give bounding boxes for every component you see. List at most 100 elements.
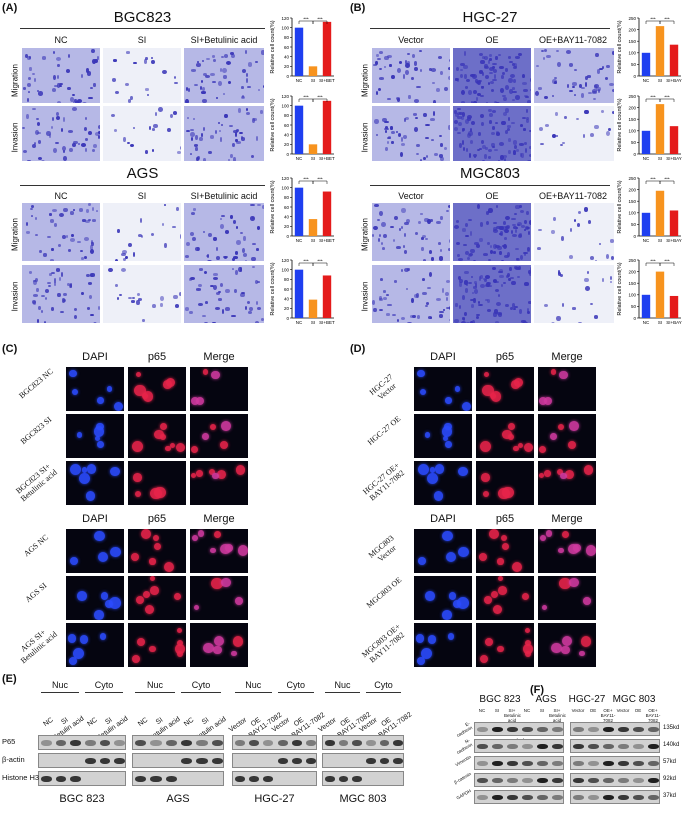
- panel-c-col-p65: p65: [147, 513, 167, 525]
- y-tick-label: 20: [284, 306, 290, 311]
- significance-stars: ***: [664, 177, 670, 182]
- blot-strip--actin: [322, 753, 404, 768]
- band: [249, 740, 260, 746]
- blot-strip: [570, 756, 660, 770]
- blot-strip-p65: [322, 735, 404, 750]
- panel-b-micrograph: [453, 106, 531, 161]
- band: [573, 761, 584, 766]
- band: [507, 778, 518, 783]
- significance-stars: ***: [303, 95, 309, 100]
- fraction-underline: [235, 692, 272, 693]
- panel-d-row-label: MGC803 OE+ BAY11-7082: [360, 621, 407, 665]
- panel-d-fluorescence-image: [476, 367, 534, 411]
- panel-c-fluorescence-image: [66, 623, 124, 667]
- panel-b-row-invasion: Invasion: [360, 281, 370, 312]
- y-tick-label: 150: [628, 281, 636, 286]
- bar-SI: [308, 299, 318, 318]
- band: [507, 727, 518, 732]
- y-tick-label: 250: [628, 94, 636, 99]
- band: [573, 778, 584, 783]
- bar-SI: [655, 26, 665, 76]
- bar-NC: [294, 187, 304, 236]
- panel-c-col-dapi: DAPI: [82, 351, 108, 363]
- panel-b-micrograph: [453, 48, 531, 103]
- blot-strip-p65: [132, 735, 224, 750]
- panel-c-fluorescence-image: [128, 367, 186, 411]
- panel-d-fluorescence-image: [414, 367, 472, 411]
- blot-strip--actin: [38, 753, 126, 768]
- lane-label: OE: [634, 708, 642, 713]
- band: [537, 778, 548, 783]
- panel-d-fluorescence-image: [414, 461, 472, 505]
- y-tick-label: 80: [284, 35, 290, 40]
- y-tick-label: 200: [628, 187, 636, 192]
- significance-stars: ***: [317, 17, 323, 22]
- fraction-underline: [366, 692, 401, 693]
- protein-label: E-cadherin: [455, 720, 474, 738]
- band: [379, 758, 390, 764]
- fraction-header-cyto: Cyto: [286, 680, 305, 690]
- panel-d-fluorescence-image: [476, 529, 534, 573]
- panel-a-micrograph: [184, 48, 264, 103]
- y-tick-label: 100: [628, 51, 636, 56]
- bar-SI+BAY: [669, 210, 679, 236]
- blot-strip-p65: [232, 735, 317, 750]
- band: [603, 795, 614, 800]
- y-tick-label: 250: [628, 16, 636, 21]
- panel-c-fluorescence-image: [190, 414, 248, 458]
- panel-c-fluorescence-image: [66, 367, 124, 411]
- band: [352, 776, 362, 782]
- panel-b-micrograph: [372, 265, 450, 323]
- significance-stars: ***: [650, 177, 656, 182]
- band: [588, 744, 599, 749]
- bar-chart-AGS-Migration: 0 20 40 60 80 100 120 Relative cell count(%) NC S…: [270, 176, 335, 243]
- x-tick-label: NC: [643, 156, 650, 161]
- panel-b-micrograph: [372, 203, 450, 261]
- blot-strip: [570, 773, 660, 787]
- significance-stars: ***: [303, 177, 309, 182]
- band: [325, 740, 335, 746]
- band: [603, 778, 614, 783]
- panel-d-fluorescence-image: [414, 576, 472, 620]
- band: [196, 740, 208, 746]
- panel-c-fluorescence-image: [190, 576, 248, 620]
- bar-SI: [655, 104, 665, 154]
- panel-d-fluorescence-image: [414, 623, 472, 667]
- band: [588, 761, 599, 766]
- x-tick-label: NC: [296, 156, 303, 161]
- blot-strip: [570, 722, 660, 736]
- panel-d-fluorescence-image: [476, 576, 534, 620]
- panel-a-micrograph: [22, 48, 100, 103]
- bar-SI: [308, 66, 318, 76]
- lane-label: NC: [523, 708, 531, 713]
- panel-c-fluorescence-image: [66, 576, 124, 620]
- panel-d-fluorescence-image: [476, 461, 534, 505]
- panel-a-micrograph: [22, 106, 100, 161]
- x-tick-label: SI: [311, 238, 315, 243]
- band: [552, 778, 563, 783]
- band: [573, 744, 584, 749]
- panel-d-row-label: MGC803 Vector: [366, 533, 398, 564]
- protein-label: GAPDH: [455, 788, 472, 801]
- y-axis-label: Relative cell count(%): [270, 20, 276, 73]
- y-tick-label: 40: [284, 54, 290, 59]
- band: [588, 727, 599, 732]
- panel-b-row-migration: Migration: [360, 64, 370, 97]
- y-tick-label: 120: [281, 258, 289, 263]
- panel-b-col-oe: OE: [485, 191, 499, 201]
- band: [135, 740, 147, 746]
- x-tick-label: NC: [296, 78, 303, 83]
- significance-stars: ***: [303, 17, 309, 22]
- x-tick-label: SI: [311, 156, 315, 161]
- band: [537, 761, 548, 766]
- panel-d-row-label: MGC803 OE: [364, 575, 404, 610]
- y-axis-label: Relative cell count(%): [270, 98, 276, 151]
- panel-b-col-vector: Vector: [398, 191, 424, 201]
- band: [492, 778, 503, 783]
- y-tick-label: 60: [284, 45, 290, 50]
- size-label: 57kd: [663, 759, 677, 765]
- panel-a-row-invasion: Invasion: [10, 281, 20, 312]
- y-tick-label: 100: [628, 293, 636, 298]
- significance-stars: ***: [317, 177, 323, 182]
- panel-b-row-migration: Migration: [360, 218, 370, 251]
